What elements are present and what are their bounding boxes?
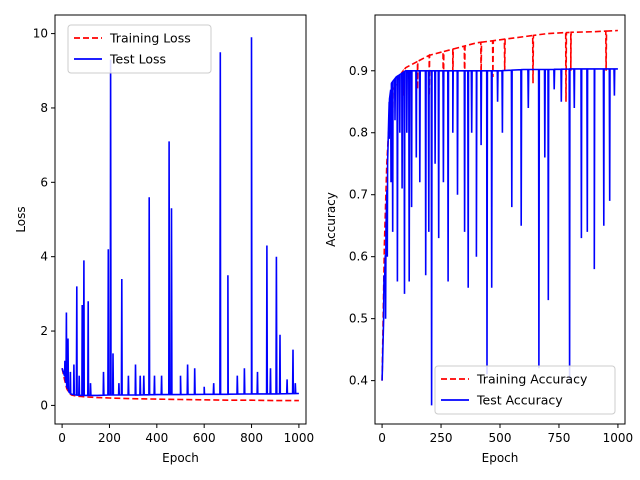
x-tick-label: 400 (145, 431, 168, 445)
x-tick-label: 0 (378, 431, 386, 445)
y-tick-label: 0 (40, 398, 48, 412)
legend-label: Training Accuracy (476, 372, 588, 387)
y-tick-label: 0.7 (349, 188, 368, 202)
x-tick-label: 200 (98, 431, 121, 445)
legend-label: Training Loss (109, 31, 191, 46)
legend: Training Loss Test Loss (67, 24, 212, 74)
x-tick-label: 750 (548, 431, 571, 445)
y-axis-label: Accuracy (324, 192, 338, 247)
y-tick-label: 4 (40, 250, 48, 264)
axes-frame (54, 14, 307, 425)
x-tick-label: 800 (240, 431, 263, 445)
y-tick-label: 10 (33, 27, 48, 41)
y-tick-label: 0.6 (349, 250, 368, 264)
x-tick-label: 1000 (603, 431, 634, 445)
y-tick-label: 0.9 (349, 64, 368, 78)
y-tick-label: 0.5 (349, 312, 368, 326)
y-tick-label: 6 (40, 175, 48, 189)
series-line-test-accuracy (381, 68, 618, 406)
x-tick-label: 250 (430, 431, 453, 445)
x-tick-label: 0 (58, 431, 66, 445)
y-tick-label: 0.4 (349, 374, 368, 388)
x-tick-label: 500 (489, 431, 512, 445)
y-tick-label: 2 (40, 324, 48, 338)
x-tick-label: 1000 (284, 431, 315, 445)
series-line-training-loss (61, 368, 299, 402)
accuracy-panel: 0 250 500 750 1000 0.4 0.5 0.6 0.7 0.8 0.9 Epoch Acc… (324, 14, 634, 465)
series-line-training-accuracy (381, 29, 618, 381)
loss-panel: 0 200 400 600 800 1000 0 2 4 6 8 10 Epoch Loss Trainin… (14, 14, 315, 465)
y-axis-label: Loss (14, 206, 28, 232)
x-tick-label: 600 (193, 431, 216, 445)
y-tick-label: 0.8 (349, 126, 368, 140)
legend: Training Accuracy Test Accuracy (434, 365, 616, 415)
legend-label: Test Accuracy (476, 393, 563, 408)
legend-label: Test Loss (109, 52, 166, 67)
x-axis-label: Epoch (162, 451, 199, 465)
legend-box (434, 365, 616, 415)
x-axis-label: Epoch (482, 451, 519, 465)
series-line-test-loss (61, 37, 299, 397)
y-tick-label: 8 (40, 101, 48, 115)
legend-box (67, 24, 212, 74)
